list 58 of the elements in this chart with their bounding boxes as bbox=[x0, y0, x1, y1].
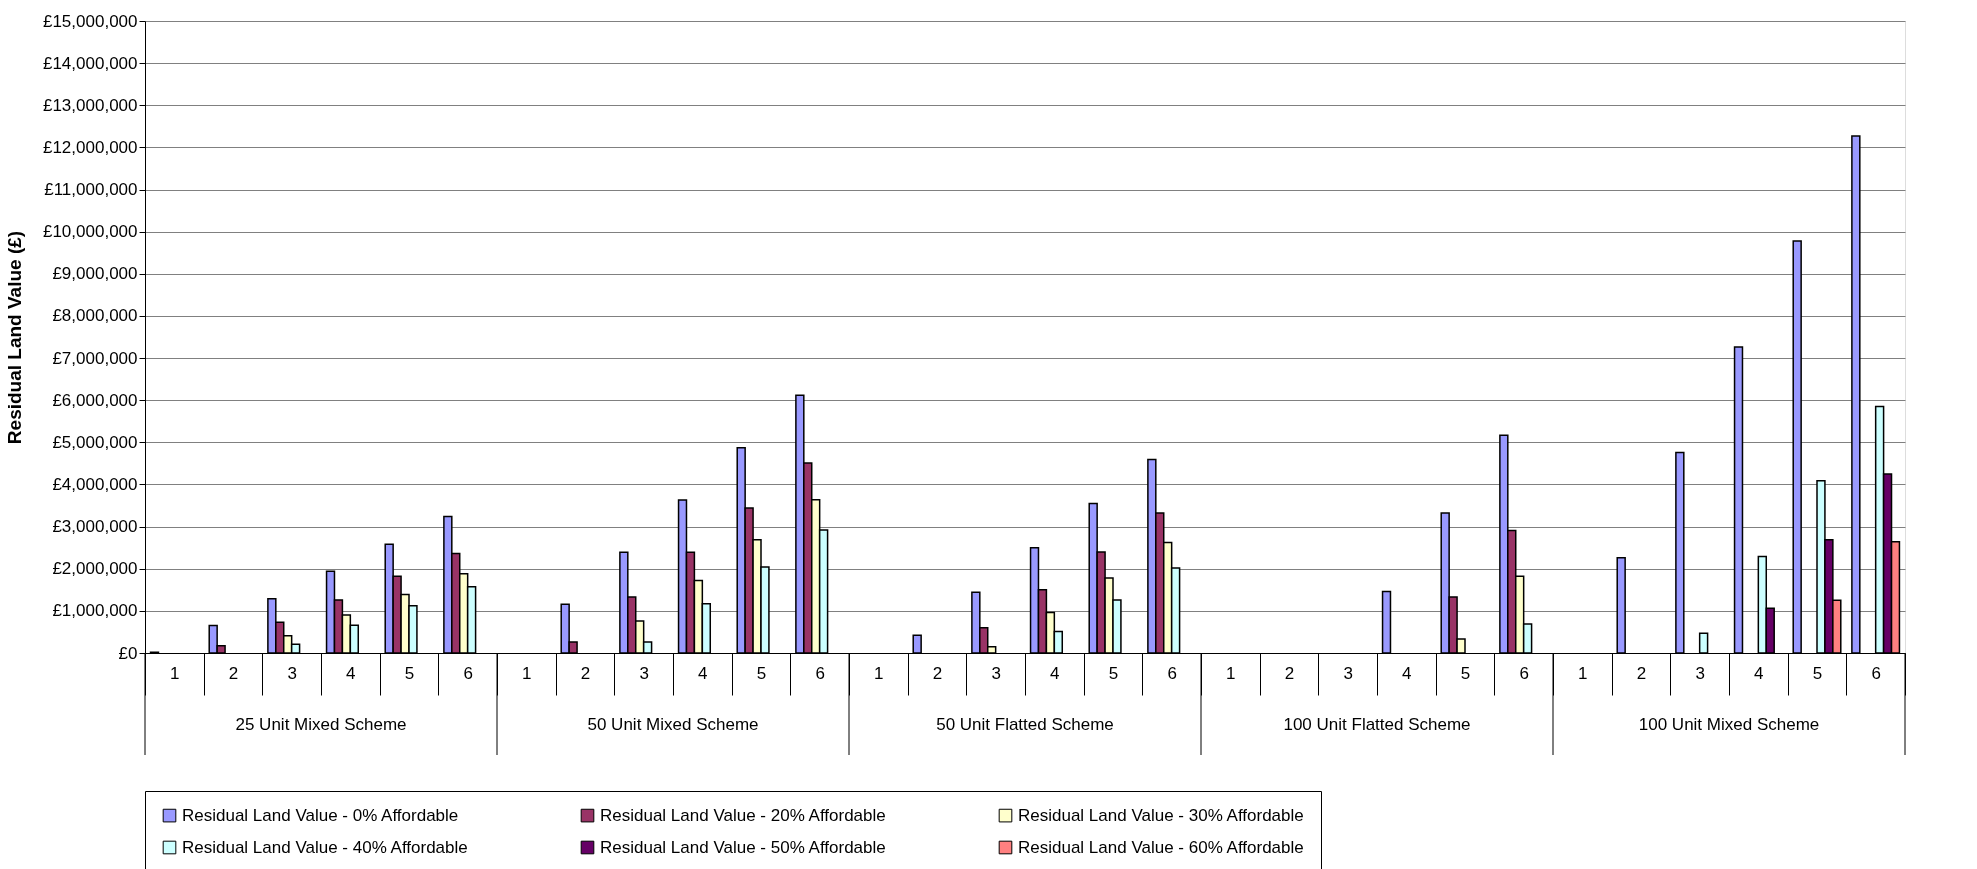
x-tick-label: 2 bbox=[228, 663, 239, 683]
y-tick-label: £10,000,000 bbox=[42, 222, 138, 242]
x-tick-label: 1 bbox=[1578, 663, 1588, 683]
legend-label: Residual Land Value - 60% Affordable bbox=[1018, 837, 1304, 857]
text: 100 Unit Flatted Scheme bbox=[1283, 715, 1471, 734]
legend-label: Residual Land Value - 0% Affordable bbox=[182, 805, 459, 825]
x-tick-label: 4 bbox=[346, 663, 356, 683]
x-tick-label: 2 bbox=[932, 663, 943, 683]
x-tick-label: 2 bbox=[1636, 663, 1647, 683]
x-tick-label: 6 bbox=[1871, 663, 1881, 683]
y-tick-label: £3,000,000 bbox=[52, 517, 138, 537]
text: 50 Unit Mixed Scheme bbox=[587, 715, 759, 734]
x-tick-label: 5 bbox=[404, 663, 415, 683]
x-tick-label: 3 bbox=[991, 663, 1001, 683]
y-tick-label: £8,000,000 bbox=[52, 306, 138, 326]
x-tick-label: 5 bbox=[1812, 663, 1823, 683]
y-tick-label: £4,000,000 bbox=[52, 474, 138, 494]
x-tick-label: 6 bbox=[1167, 663, 1177, 683]
x-tick-label: 3 bbox=[1695, 663, 1705, 683]
x-tick-label: 2 bbox=[580, 663, 591, 683]
x-tick-label: 4 bbox=[698, 663, 708, 683]
x-tick-label: 5 bbox=[756, 663, 767, 683]
x-tick-label: 6 bbox=[815, 663, 825, 683]
x-tick-label: 6 bbox=[463, 663, 473, 683]
legend-label: Residual Land Value - 50% Affordable bbox=[600, 837, 886, 857]
legend-label: Residual Land Value - 40% Affordable bbox=[182, 837, 468, 857]
y-tick-label: £2,000,000 bbox=[52, 559, 138, 579]
y-tick-label: £0 bbox=[118, 643, 138, 663]
x-tick-label: 5 bbox=[1460, 663, 1471, 683]
text: 50 Unit Flatted Scheme bbox=[936, 715, 1114, 734]
y-tick-label: £9,000,000 bbox=[52, 264, 138, 284]
text: 100 Unit Mixed Scheme bbox=[1638, 715, 1820, 734]
x-tick-label: 2 bbox=[1284, 663, 1295, 683]
x-tick-label: 3 bbox=[287, 663, 297, 683]
y-tick-label: £15,000,000 bbox=[42, 11, 138, 31]
x-tick-label: 4 bbox=[1754, 663, 1764, 683]
y-tick-label: £6,000,000 bbox=[52, 390, 138, 410]
y-tick-label: £5,000,000 bbox=[52, 432, 138, 452]
x-tick-label: 5 bbox=[1108, 663, 1119, 683]
legend-label: Residual Land Value - 20% Affordable bbox=[600, 805, 886, 825]
x-tick-label: 1 bbox=[170, 663, 180, 683]
y-tick-label: £12,000,000 bbox=[42, 137, 138, 157]
x-tick-label: 6 bbox=[1519, 663, 1529, 683]
y-tick-label: £11,000,000 bbox=[44, 180, 138, 200]
y-tick-label: £14,000,000 bbox=[42, 53, 138, 73]
x-tick-label: 4 bbox=[1402, 663, 1412, 683]
x-tick-label: 3 bbox=[1343, 663, 1353, 683]
x-tick-label: 4 bbox=[1050, 663, 1060, 683]
y-tick-label: £7,000,000 bbox=[52, 348, 138, 368]
legend-label: Residual Land Value - 30% Affordable bbox=[1018, 805, 1304, 825]
y-tick-label: £1,000,000 bbox=[52, 601, 138, 621]
x-tick-label: 1 bbox=[874, 663, 884, 683]
x-tick-label: 1 bbox=[522, 663, 532, 683]
x-tick-label: 3 bbox=[639, 663, 649, 683]
text: 25 Unit Mixed Scheme bbox=[235, 715, 407, 734]
y-axis-title: Residual Land Value (£) bbox=[3, 230, 25, 445]
x-tick-label: 1 bbox=[1226, 663, 1236, 683]
y-tick-label: £13,000,000 bbox=[42, 95, 138, 115]
